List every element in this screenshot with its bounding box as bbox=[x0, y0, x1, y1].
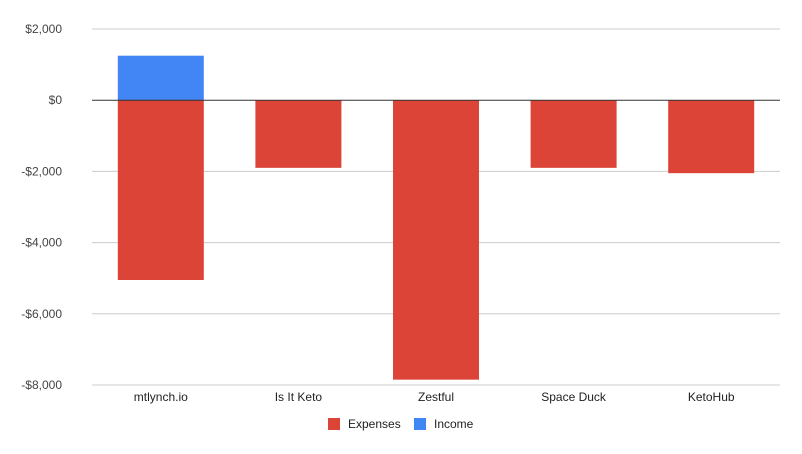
bar-expenses-4[interactable] bbox=[668, 100, 755, 174]
x-category-label: mtlynch.io bbox=[134, 390, 188, 404]
y-tick-label: $2,000 bbox=[25, 22, 62, 36]
legend-swatch-income bbox=[414, 418, 426, 430]
x-category-label: Space Duck bbox=[541, 390, 607, 404]
bar-income-0[interactable] bbox=[117, 55, 204, 101]
y-tick-label: $0 bbox=[49, 93, 63, 107]
bar-expenses-1[interactable] bbox=[255, 100, 342, 168]
x-category-label: KetoHub bbox=[688, 390, 735, 404]
y-tick-label: -$8,000 bbox=[21, 378, 62, 392]
y-tick-label: -$4,000 bbox=[21, 236, 62, 250]
y-tick-label: -$2,000 bbox=[21, 164, 62, 178]
legend-label-income: Income bbox=[434, 417, 474, 431]
bars bbox=[117, 55, 755, 380]
legend-label-expenses: Expenses bbox=[348, 417, 401, 431]
bar-expenses-0[interactable] bbox=[117, 100, 204, 280]
x-category-label: Is It Keto bbox=[275, 390, 323, 404]
y-axis-ticks: $2,000 $0 -$2,000 -$4,000 -$6,000 -$8,000 bbox=[21, 22, 62, 392]
legend: Expenses Income bbox=[328, 417, 474, 431]
bar-expenses-3[interactable] bbox=[530, 100, 617, 168]
bar-expenses-2[interactable] bbox=[393, 100, 479, 380]
y-tick-label: -$6,000 bbox=[21, 307, 62, 321]
legend-swatch-expenses bbox=[328, 418, 340, 430]
x-category-label: Zestful bbox=[418, 390, 454, 404]
x-axis-labels: mtlynch.io Is It Keto Zestful Space Duck Ket… bbox=[134, 390, 735, 404]
